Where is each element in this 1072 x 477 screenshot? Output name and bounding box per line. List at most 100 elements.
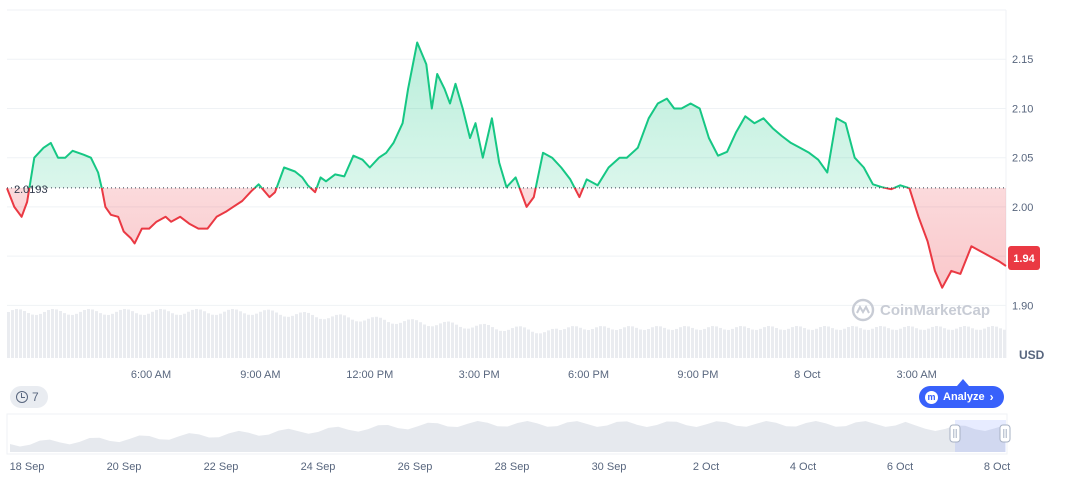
volume-bar <box>279 314 282 358</box>
volume-bar <box>951 329 954 358</box>
volume-bar <box>671 329 674 358</box>
volume-bar <box>559 329 562 358</box>
volume-bar <box>507 329 510 358</box>
navigator-handle-left[interactable] <box>949 424 961 443</box>
volume-bar <box>411 319 414 358</box>
volume-bar <box>159 309 162 358</box>
volume-bar <box>555 328 558 358</box>
cmc-logo-icon: m <box>925 390 938 404</box>
volume-bar <box>875 327 878 358</box>
volume-bar <box>479 324 482 358</box>
volume-bar <box>127 309 130 358</box>
volume-bar <box>235 309 238 358</box>
volume-bar <box>703 328 706 358</box>
volume-bar <box>59 311 62 358</box>
volume-bar <box>143 314 146 358</box>
volume-bar <box>227 309 230 358</box>
volume-bar <box>395 323 398 358</box>
volume-bar <box>923 329 926 358</box>
volume-bar <box>363 320 366 358</box>
x-axis: 6:00 AM 9:00 AM 12:00 PM 3:00 PM 6:00 PM 9:00… <box>131 369 937 381</box>
volume-bar <box>95 311 98 358</box>
volume-bar <box>487 324 490 358</box>
volume-bar <box>183 313 186 358</box>
volume-bar <box>63 313 66 358</box>
volume-bar <box>995 326 998 358</box>
volume-bar <box>123 309 126 358</box>
volume-bar <box>471 327 474 358</box>
volume-bar <box>887 328 890 358</box>
volume-bar <box>687 326 690 358</box>
volume-bar <box>475 325 478 358</box>
volume-bar <box>259 311 262 358</box>
volume-bar <box>751 329 754 358</box>
volume-bar <box>431 326 434 358</box>
history-badge[interactable]: 7 <box>10 386 48 408</box>
volume-bar <box>347 317 350 358</box>
volume-bar <box>763 327 766 358</box>
current-price-label: 1.94 <box>1013 253 1035 265</box>
volume-bar <box>767 326 770 358</box>
volume-bar <box>699 329 702 358</box>
range-navigator[interactable] <box>6 413 1011 455</box>
volume-bar <box>439 323 442 358</box>
volume-bar <box>879 326 882 358</box>
y-tick-label: 2.00 <box>1012 202 1033 214</box>
volume-bar <box>223 311 226 358</box>
volume-bar <box>167 311 170 358</box>
volume-bar <box>587 329 590 358</box>
volume-bar <box>335 314 338 358</box>
volume-bar <box>971 328 974 358</box>
x-tick-label: 3:00 AM <box>896 369 936 381</box>
navigator-tick-label: 20 Sep <box>107 461 142 473</box>
volume-bar <box>863 329 866 358</box>
volume-bar <box>195 309 198 358</box>
volume-bar <box>319 318 322 358</box>
volume-bar <box>827 326 830 358</box>
volume-bar <box>623 327 626 358</box>
volume-bar <box>679 327 682 358</box>
volume-bar <box>859 328 862 358</box>
x-tick-label: 3:00 PM <box>459 369 500 381</box>
volume-bar <box>171 313 174 358</box>
volume-bar <box>667 329 670 358</box>
volume-bar <box>807 329 810 358</box>
volume-bar <box>975 329 978 358</box>
volume-bar <box>883 326 886 358</box>
reference-price-label: 2.0193 <box>14 184 48 196</box>
volume-bar <box>231 309 234 358</box>
volume-bar <box>199 309 202 358</box>
volume-bar <box>451 322 454 358</box>
navigator-tick-label: 22 Sep <box>204 461 239 473</box>
x-tick-label: 6:00 PM <box>568 369 609 381</box>
volume-bar <box>643 329 646 358</box>
volume-bar <box>611 329 614 358</box>
navigator-tick-label: 26 Sep <box>398 461 433 473</box>
volume-bar <box>999 328 1002 358</box>
x-tick-label: 9:00 AM <box>240 369 280 381</box>
volume-bar <box>811 329 814 358</box>
y-tick-label: 2.10 <box>1012 103 1033 115</box>
volume-bar <box>135 313 138 358</box>
y-tick-label: 2.15 <box>1012 54 1033 66</box>
navigator-handle-right[interactable] <box>999 424 1011 443</box>
volume-bar <box>723 329 726 358</box>
analyze-button[interactable]: m Analyze › <box>919 379 1004 408</box>
volume-bar <box>307 312 310 358</box>
volume-bar <box>163 309 166 358</box>
volume-bar <box>83 309 86 358</box>
volume-bar <box>15 309 18 358</box>
navigator-tick-label: 18 Sep <box>10 461 45 473</box>
volume-bar <box>591 329 594 358</box>
volume-bar <box>959 326 962 358</box>
volume-bar <box>399 322 402 358</box>
volume-bar <box>499 330 502 358</box>
volume-bar <box>931 326 934 358</box>
volume-bar <box>359 321 362 358</box>
volume-bar <box>415 320 418 358</box>
volume-bar <box>739 326 742 358</box>
navigator-selection[interactable] <box>955 420 1006 452</box>
navigator-tick-label: 24 Sep <box>301 461 336 473</box>
